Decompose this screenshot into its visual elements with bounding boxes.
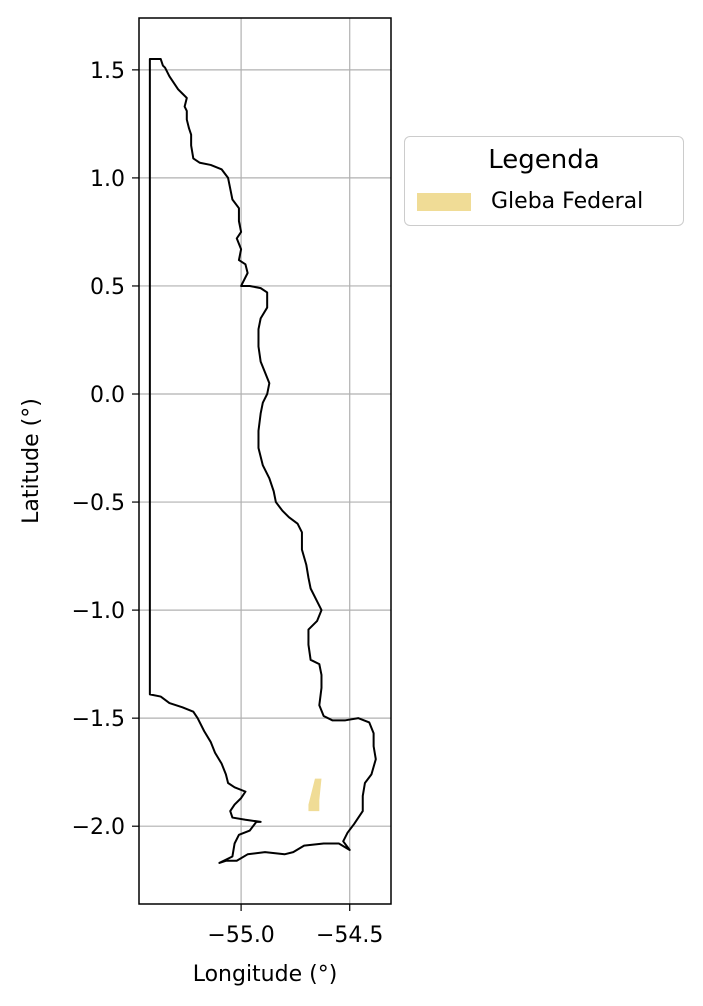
- x-tick-label-1: −54.5: [316, 923, 383, 948]
- grid: [139, 18, 391, 904]
- plot-area: [148, 58, 377, 864]
- y-tick-label-4: −0.5: [72, 491, 125, 516]
- legend-swatch-gleba-federal: [417, 193, 471, 211]
- y-tick-label-6: −1.5: [72, 707, 125, 732]
- y-tick-label-5: −1.0: [72, 599, 125, 624]
- y-axis-label: Latitude (°): [19, 398, 44, 524]
- axes-frame: [138, 17, 392, 905]
- x-axis-ticks: −55.0 −54.5: [207, 904, 383, 948]
- y-axis-ticks: 1.5 1.0 0.5 0.0 −0.5 −1.0 −1.5 −2.0: [72, 59, 139, 840]
- y-tick-label-7: −2.0: [72, 815, 125, 840]
- x-axis-label: Longitude (°): [193, 962, 338, 987]
- y-tick-label-0: 1.5: [90, 59, 125, 84]
- y-tick-label-3: 0.0: [90, 383, 125, 408]
- x-tick-label-0: −55.0: [207, 923, 274, 948]
- polygon-gleba-federal-0: [308, 778, 322, 812]
- municipality-boundary: [148, 58, 377, 864]
- legend-title: Legenda: [488, 145, 600, 175]
- y-tick-label-2: 0.5: [90, 275, 125, 300]
- legend-label-gleba-federal: Gleba Federal: [491, 189, 644, 214]
- legend: Legenda Gleba Federal: [404, 136, 684, 226]
- y-tick-label-1: 1.0: [90, 167, 125, 192]
